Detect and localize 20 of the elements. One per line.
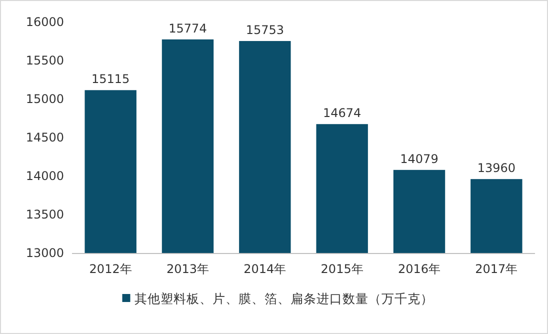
y-tick-label: 14000: [26, 169, 64, 183]
y-tick-label: 15500: [26, 54, 64, 68]
y-tick-label: 14500: [26, 130, 64, 144]
data-label: 14674: [322, 106, 362, 120]
data-label: 13960: [477, 161, 516, 176]
y-tick-label: 15000: [26, 92, 64, 106]
x-tick-label: 2013年: [166, 262, 210, 276]
x-tick-label: 2012年: [89, 262, 132, 276]
data-label: 15774: [168, 21, 207, 36]
y-tick-label: 13000: [26, 246, 64, 260]
x-tick-label: 2014年: [244, 262, 286, 276]
y-tick-label: 13500: [26, 208, 64, 222]
y-tick-label: 16000: [26, 15, 64, 29]
data-label: 15753: [246, 23, 284, 38]
x-tick-label: 2015年: [320, 262, 364, 276]
x-tick-label: 2017年: [475, 262, 518, 276]
data-label: 15115: [91, 72, 130, 86]
x-tick-label: 2016年: [398, 262, 441, 276]
data-label: 14079: [400, 152, 438, 166]
legend-label: 其他塑料板、片、膜、箔、扁条进口数量（万千克）: [134, 291, 434, 306]
